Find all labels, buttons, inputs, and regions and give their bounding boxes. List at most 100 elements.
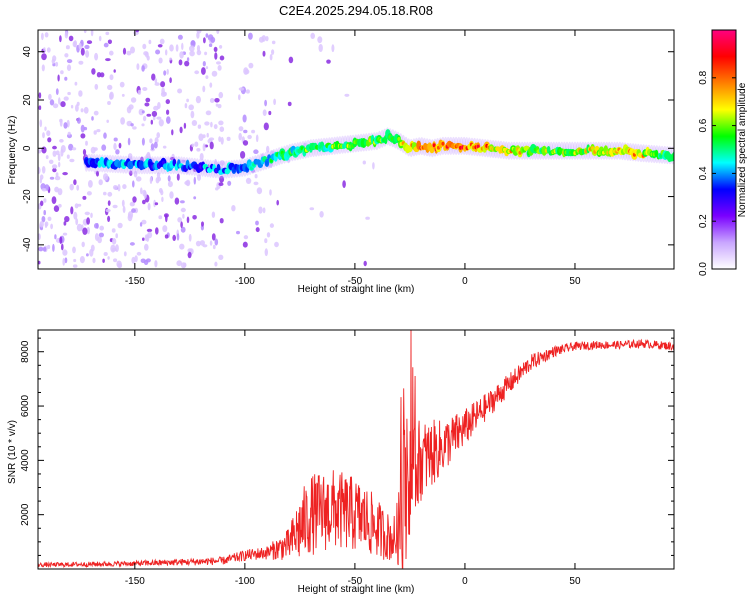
spectrogram-noise-blob [258, 36, 265, 43]
spectrogram-noise-blob [54, 234, 57, 240]
spectrogram-noise-blob [189, 50, 195, 57]
spectrogram-noise-blob [161, 196, 164, 202]
spectrogram-noise-blob [177, 88, 183, 94]
spectrogram-ytick-label: -20 [22, 189, 33, 204]
spectrogram-ticks: -150 -100 -50 0 50 -40 -20 0 20 40 [22, 30, 674, 287]
colorbar-tick-label: 0.2 [698, 214, 709, 228]
spectrogram-noise-blob [82, 195, 87, 200]
spectrogram-noise-blob [145, 97, 151, 103]
spectrogram-noise-blob [133, 170, 138, 178]
spectrogram-noise-blob [273, 98, 276, 106]
spectrogram-noise-blob [76, 223, 83, 232]
spectrogram-noise-blob [103, 252, 108, 256]
spectrogram-noise-blob [166, 116, 171, 124]
spectrogram-noise-blob [172, 234, 176, 241]
spectrogram-noise-blob [52, 150, 57, 157]
snr-background [38, 330, 674, 569]
spectrogram-noise-blob [69, 183, 74, 191]
spectrogram-noise-blob [128, 104, 134, 110]
spectrogram-noise-blob [156, 172, 161, 179]
spectrogram-noise-blob [60, 148, 64, 157]
spectrogram-noise-blob [78, 42, 82, 50]
spectrogram-noise-blob [142, 115, 147, 122]
spectrogram-noise-blob [68, 143, 74, 151]
spectrogram-noise-blob [162, 145, 167, 149]
snr-frame [37, 329, 675, 570]
spectrogram-noise-blob [258, 206, 263, 214]
spectrogram-marks [38, 30, 674, 269]
spectrogram-xtick-label: 0 [462, 276, 468, 287]
spectrogram-noise-blob [238, 87, 245, 91]
spectrogram-noise-blob [214, 98, 220, 103]
spectrogram-noise-blob [101, 144, 107, 151]
colorbar-tick-label: 0.4 [698, 166, 709, 180]
spectrogram-noise-blob [51, 196, 57, 205]
spectrogram-noise-blob [160, 189, 164, 196]
spectrogram-noise-blob [274, 241, 279, 248]
spectrogram-noise-blob [93, 130, 97, 135]
spectrogram-noise-blob [107, 256, 110, 260]
spectrogram-noise-blob [163, 70, 167, 76]
spectrogram-noise-blob [112, 185, 118, 190]
spectrogram-ridge-peak [397, 137, 401, 141]
spectrogram-noise-blob [73, 258, 77, 263]
spectrogram-noise-blob [205, 110, 212, 116]
snr-xtick-label: -50 [348, 576, 363, 587]
spectrogram-noise-blob [147, 231, 153, 239]
spectrogram-noise-blob [46, 47, 51, 53]
spectrogram-noise-blob [242, 140, 249, 146]
spectrogram-noise-blob [84, 44, 90, 50]
spectrogram-noise-blob [44, 126, 47, 131]
spectrogram-noise-blob [238, 132, 242, 141]
spectrogram-noise-blob [204, 51, 208, 56]
spectrogram-noise-blob [219, 55, 225, 61]
spectrogram-noise-blob [194, 141, 199, 147]
spectrogram-noise-blob [251, 129, 256, 134]
spectrogram-noise-blob [177, 34, 183, 40]
spectrogram-noise-blob [266, 232, 271, 238]
spectrogram-noise-blob [191, 120, 198, 126]
spectrogram-noise-blob [50, 223, 53, 230]
spectrogram-noise-blob [73, 40, 78, 48]
spectrogram-noise-blob [202, 85, 206, 93]
figure-title: C2E4.2025.294.05.18.R08 [279, 3, 433, 18]
spectrogram-noise-blob [165, 49, 168, 56]
spectrogram-noise-blob [41, 64, 45, 72]
spectrogram-noise-blob [180, 207, 186, 213]
spectrogram-noise-blob [83, 30, 87, 34]
spectrogram-noise-blob [72, 246, 76, 254]
spectrogram-noise-blob [209, 98, 215, 103]
spectrogram-noise-blob [135, 176, 142, 182]
spectrogram-noise-blob [169, 44, 174, 52]
spectrogram-noise-blob [151, 110, 158, 117]
spectrogram-noise-blob [271, 40, 276, 45]
spectrogram-noise-blob [185, 179, 191, 187]
spectrogram-noise-blob [214, 52, 218, 60]
spectrogram-noise-blob [78, 60, 84, 65]
spectrogram-noise-blob [153, 199, 156, 208]
spectrogram-noise-blob [193, 176, 196, 185]
spectrogram-noise-blob [94, 52, 99, 61]
spectrogram-noise-blob [155, 177, 160, 184]
spectrogram-noise-blob [144, 243, 149, 251]
spectrogram-noise-blob [76, 184, 80, 191]
spectrogram-noise-blob [89, 248, 94, 257]
spectrogram-noise-blob [148, 39, 152, 45]
spectrogram-noise-blob [183, 122, 187, 129]
spectrogram-noise-blob [218, 182, 224, 186]
spectrogram-noise-blob [174, 197, 180, 205]
spectrogram-noise-blob [178, 59, 183, 66]
spectrogram-noise-blob [127, 211, 134, 219]
spectrogram-noise-blob [98, 35, 102, 42]
spectrogram-noise-blob [140, 258, 146, 264]
spectrogram-noise-blob [309, 207, 315, 211]
spectrogram-noise-blob [197, 124, 202, 129]
spectrogram-noise-blob [205, 75, 209, 79]
spectrogram-noise-blob [73, 211, 78, 220]
spectrogram-noise-blob [48, 159, 54, 164]
spectrogram-noise-blob [217, 65, 222, 71]
spectrogram-noise-blob [93, 147, 98, 151]
spectrogram-noise-blob [81, 241, 85, 248]
spectrogram-noise-blob [165, 214, 168, 223]
spectrogram-noise-blob [213, 124, 218, 130]
